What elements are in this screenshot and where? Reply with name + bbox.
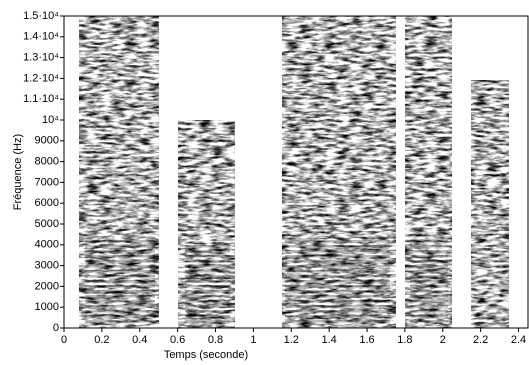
x-tick-label: 1.8 [397, 334, 412, 346]
y-tick-label: 1.2·10⁴ [23, 72, 59, 84]
x-tick-label: 0.4 [132, 334, 147, 346]
harmonic-band [85, 240, 155, 325]
y-tick-label: 0 [53, 322, 59, 334]
y-tick-label: 3000 [35, 260, 59, 272]
y-tick-label: 7000 [35, 176, 59, 188]
x-tick-label: 2 [440, 334, 446, 346]
x-axis-label: Temps (seconde) [164, 349, 248, 361]
y-tick-label: 2000 [35, 280, 59, 292]
x-tick-label: 1.6 [359, 334, 374, 346]
x-tick-label: 1.2 [284, 334, 299, 346]
x-tick-label: 2.4 [511, 334, 526, 346]
x-tick-label: 2.2 [473, 334, 488, 346]
y-tick-label: 6000 [35, 197, 59, 209]
y-tick-label: 1.3·10⁴ [23, 52, 59, 64]
x-tick-label: 0.8 [208, 334, 223, 346]
x-tick-label: 1.4 [321, 334, 336, 346]
x-tick-label: 0.2 [94, 334, 109, 346]
y-tick-label: 1.4·10⁴ [23, 31, 59, 43]
harmonic-band [285, 240, 390, 325]
y-tick-label: 1.1·10⁴ [23, 93, 59, 105]
y-tick-label: 9000 [35, 135, 59, 147]
x-tick-label: 0 [61, 334, 67, 346]
plot-frame [63, 15, 529, 329]
y-axis-label: Fréquence (Hz) [12, 134, 24, 210]
y-tick-label: 1000 [35, 301, 59, 313]
y-tick-label: 5000 [35, 218, 59, 230]
spectrogram [79, 16, 509, 328]
x-tick-label: 0.6 [170, 334, 185, 346]
y-tick-label: 4000 [35, 239, 59, 251]
y-tick-label: 8000 [35, 156, 59, 168]
harmonic-band [410, 240, 448, 325]
harmonics [85, 240, 448, 325]
harmonic-band [185, 245, 230, 325]
x-tick-label: 1 [250, 334, 256, 346]
y-tick-label: 1.5·10⁴ [23, 10, 59, 22]
speech-band [471, 80, 509, 328]
y-tick-label: 10⁴ [42, 114, 59, 126]
